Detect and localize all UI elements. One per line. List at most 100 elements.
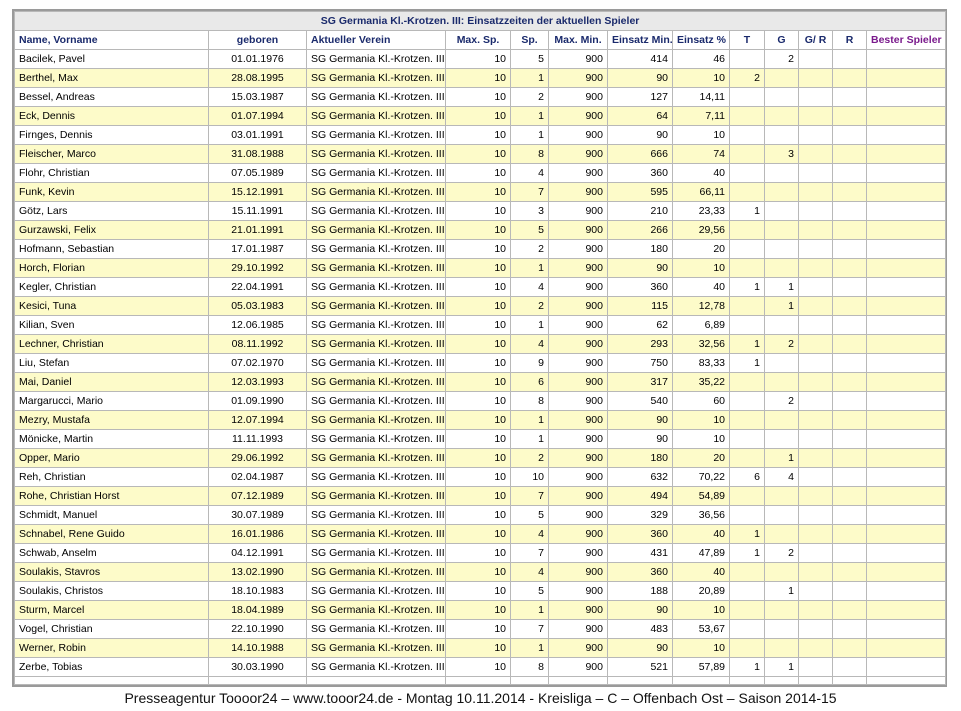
cell: 900 (548, 220, 608, 240)
column-header: Sp. (510, 30, 549, 50)
cell (764, 486, 799, 506)
column-header: G (764, 30, 799, 50)
cell (798, 562, 833, 582)
cell: SG Germania Kl.-Krotzen. III (306, 258, 446, 278)
cell (865, 372, 947, 392)
cell (798, 543, 833, 563)
cell (798, 182, 833, 202)
cell: 5 (510, 220, 549, 240)
cell: Hofmann, Sebastian (14, 239, 209, 259)
cell (832, 144, 867, 164)
cell (865, 391, 947, 411)
cell (865, 125, 947, 145)
cell: SG Germania Kl.-Krotzen. III (306, 239, 446, 259)
cell: SG Germania Kl.-Krotzen. III (306, 220, 446, 240)
player-row: Lechner, Christian 08.11.1992 SG Germania … (14, 334, 947, 354)
cell: 8 (510, 391, 549, 411)
cell: 07.12.1989 (208, 486, 307, 506)
cell: 900 (548, 391, 608, 411)
player-row: Kilian, Sven 12.06.1985 SG Germania Kl.-Kr… (14, 315, 947, 335)
cell (764, 220, 799, 240)
player-row: Kesici, Tuna 05.03.1983 SG Germania Kl.-Kr… (14, 296, 947, 316)
cell: 30.07.1989 (208, 505, 307, 525)
player-row: Gurzawski, Felix 21.01.1991 SG Germania Kl… (14, 220, 947, 240)
cell (832, 372, 867, 392)
cell (865, 657, 947, 677)
cell (832, 505, 867, 525)
cell (798, 220, 833, 240)
cell: 4 (510, 524, 549, 544)
column-header: Einsatz % (672, 30, 730, 50)
cell: Eck, Dennis (14, 106, 209, 126)
cell (729, 391, 765, 411)
cell: Reh, Christian (14, 467, 209, 487)
cell (865, 467, 947, 487)
cell: 900 (548, 239, 608, 259)
cell: 360 (607, 524, 673, 544)
cell: 6 (510, 372, 549, 392)
cell: 900 (548, 334, 608, 354)
cell (764, 619, 799, 639)
cell: 1 (764, 581, 799, 601)
cell (764, 353, 799, 373)
cell: SG Germania Kl.-Krotzen. III (306, 619, 446, 639)
cell: SG Germania Kl.-Krotzen. III (306, 448, 446, 468)
column-header: Name, Vorname (14, 30, 209, 50)
cell: SG Germania Kl.-Krotzen. III (306, 315, 446, 335)
player-row: Bessel, Andreas 15.03.1987 SG Germania Kl.… (14, 87, 947, 107)
cell (764, 87, 799, 107)
cell (208, 676, 307, 685)
cell: 16.01.1986 (208, 524, 307, 544)
cell: 10 (510, 467, 549, 487)
cell (798, 296, 833, 316)
cell: SG Germania Kl.-Krotzen. III (306, 562, 446, 582)
player-row: Werner, Robin 14.10.1988 SG Germania Kl.-K… (14, 638, 947, 658)
spacer-row (14, 676, 947, 685)
column-header: Max. Min. (548, 30, 608, 50)
cell: 47,89 (672, 543, 730, 563)
player-row: Zerbe, Tobias 30.03.1990 SG Germania Kl.-K… (14, 657, 947, 677)
cell (865, 277, 947, 297)
cell: 01.09.1990 (208, 391, 307, 411)
cell: 90 (607, 638, 673, 658)
cell: 360 (607, 163, 673, 183)
player-row: Funk, Kevin 15.12.1991 SG Germania Kl.-Kro… (14, 182, 947, 202)
cell (764, 600, 799, 620)
cell (832, 296, 867, 316)
cell: 10 (672, 429, 730, 449)
cell (764, 524, 799, 544)
cell: SG Germania Kl.-Krotzen. III (306, 277, 446, 297)
cell: Firnges, Dennis (14, 125, 209, 145)
cell: 1 (764, 296, 799, 316)
cell: 1 (729, 334, 765, 354)
cell: 10 (445, 524, 511, 544)
cell (832, 258, 867, 278)
cell (798, 68, 833, 88)
cell (832, 277, 867, 297)
cell: 10 (445, 657, 511, 677)
cell: 40 (672, 277, 730, 297)
cell (729, 676, 765, 685)
cell: 900 (548, 68, 608, 88)
cell: 05.03.1983 (208, 296, 307, 316)
cell: 900 (548, 581, 608, 601)
cell (729, 410, 765, 430)
cell: 12.06.1985 (208, 315, 307, 335)
cell: 1 (729, 353, 765, 373)
cell (729, 581, 765, 601)
cell: Rohe, Christian Horst (14, 486, 209, 506)
player-row: Sturm, Marcel 18.04.1989 SG Germania Kl.-K… (14, 600, 947, 620)
cell (729, 486, 765, 506)
cell: 01.07.1994 (208, 106, 307, 126)
cell: 13.02.1990 (208, 562, 307, 582)
cell (764, 125, 799, 145)
cell (832, 562, 867, 582)
cell: 900 (548, 429, 608, 449)
player-row: Rohe, Christian Horst 07.12.1989 SG German… (14, 486, 947, 506)
cell: 900 (548, 486, 608, 506)
cell: 10 (445, 505, 511, 525)
cell: 10 (445, 562, 511, 582)
cell (798, 524, 833, 544)
cell: 360 (607, 562, 673, 582)
player-row: Schwab, Anselm 04.12.1991 SG Germania Kl.-… (14, 543, 947, 563)
